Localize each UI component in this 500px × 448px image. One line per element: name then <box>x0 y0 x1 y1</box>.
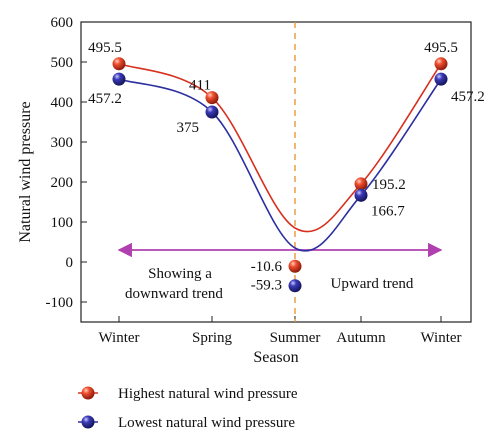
data-label-lowest: 166.7 <box>371 203 405 219</box>
y-tick-label: 300 <box>51 135 74 151</box>
data-label-highest: 495.5 <box>88 40 122 56</box>
legend-marker-highest <box>81 386 95 400</box>
data-point-lowest <box>205 105 219 119</box>
data-label-lowest: 457.2 <box>451 89 485 105</box>
series-curves <box>118 63 442 252</box>
y-tick-label: 0 <box>66 255 74 271</box>
upward-trend-text: Upward trend <box>331 276 414 292</box>
x-tick-label: Spring <box>192 330 233 346</box>
y-tick-label: 400 <box>51 95 74 111</box>
data-label-highest: 495.5 <box>424 40 458 56</box>
legend-label-highest: Highest natural wind pressure <box>118 386 298 402</box>
series-points <box>112 57 448 293</box>
plot-frame-group <box>80 21 472 323</box>
data-point-lowest <box>112 72 126 86</box>
data-point-lowest <box>288 279 302 293</box>
data-point-highest <box>354 177 368 191</box>
x-tick-label: Autumn <box>336 330 386 346</box>
y-tick-label: -100 <box>46 295 74 311</box>
data-label-highest: 195.2 <box>372 177 406 193</box>
series-line-highest <box>118 63 442 233</box>
data-point-highest <box>434 57 448 71</box>
y-axis-title: Natural wind pressure <box>17 101 34 242</box>
x-tick-label: Winter <box>98 330 139 346</box>
series-line-lowest <box>118 78 442 252</box>
y-tick-label: 600 <box>51 15 74 31</box>
x-tick-label: Summer <box>270 330 321 346</box>
plot-frame <box>80 21 472 323</box>
downward-trend-text-line2: downward trend <box>125 286 223 302</box>
data-label-highest: -10.6 <box>251 259 283 275</box>
legend-label-lowest: Lowest natural wind pressure <box>118 415 295 431</box>
data-point-lowest <box>354 188 368 202</box>
x-axis: Winter Spring Summer Autumn Winter <box>98 316 462 346</box>
downward-trend-text-line1: Showing a <box>148 266 212 282</box>
x-tick-label: Winter <box>420 330 461 346</box>
y-tick-label: 100 <box>51 215 74 231</box>
data-labels: 495.5 411 -10.6 195.2 495.5 457.2 375 -59.3 166.… <box>88 40 485 294</box>
y-tick-label: 500 <box>51 55 74 71</box>
data-label-highest: 411 <box>189 78 211 94</box>
y-tick-label: 200 <box>51 175 74 191</box>
data-point-highest <box>205 91 219 105</box>
data-label-lowest: 375 <box>177 120 200 136</box>
x-axis-title: Season <box>253 349 298 366</box>
data-label-lowest: -59.3 <box>251 278 282 294</box>
legend-marker-lowest <box>81 415 95 429</box>
legend: Highest natural wind pressure Lowest nat… <box>78 386 298 431</box>
data-point-highest <box>112 57 126 71</box>
data-point-highest <box>288 259 302 273</box>
data-label-lowest: 457.2 <box>88 91 122 107</box>
y-axis: -100 0 100 200 300 400 500 600 <box>46 15 87 311</box>
data-point-lowest <box>434 72 448 86</box>
